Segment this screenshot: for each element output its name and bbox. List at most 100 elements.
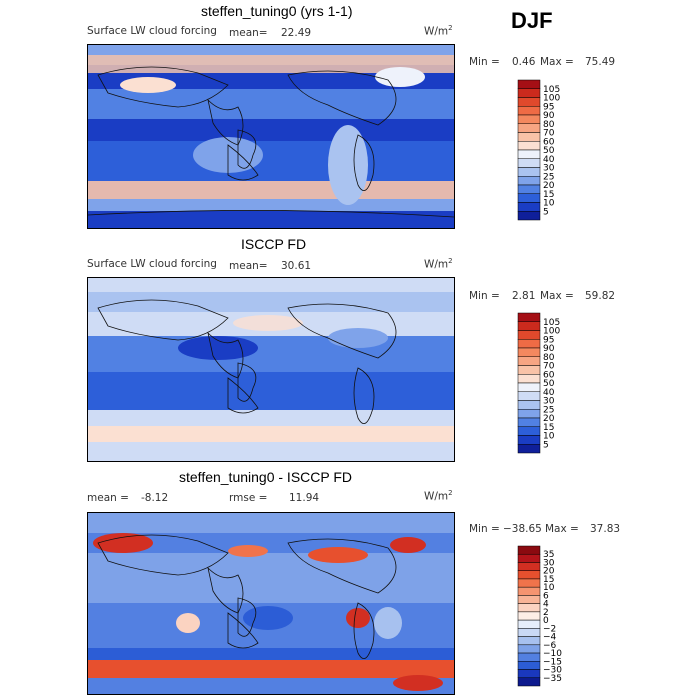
panel1-colorbar: 105 100 95 90 80 70 60 50 40 30 25 20 15 10 5	[517, 79, 578, 225]
panel3-mean-value: -8.12	[141, 492, 169, 504]
colorbar-swatch	[517, 347, 541, 357]
colorbar-tick-label: −35	[543, 674, 562, 684]
colorbar-swatch	[517, 79, 541, 89]
panel3-map	[87, 512, 455, 695]
colorbar-swatch	[517, 330, 541, 340]
panel3-rmse-label: rmse =	[229, 492, 268, 504]
panel3-colorbar: 35 30 20 15 10 6 4 2 0 −2 −4 −6 −10 −15 −30 −35	[517, 545, 578, 691]
colorbar-tick-label: 90	[543, 344, 555, 354]
colorbar-tick-label: 90	[543, 111, 555, 121]
colorbar-tick-label: 30	[543, 397, 555, 407]
colorbar-swatch	[517, 619, 541, 629]
colorbar-swatch	[517, 365, 541, 375]
colorbar-tick-label: 70	[543, 129, 555, 139]
colorbar-swatch	[517, 114, 541, 124]
panel3-map-svg	[88, 513, 454, 694]
colorbar-tick-label: 105	[543, 318, 560, 328]
colorbar-tick-label: 10	[543, 583, 555, 593]
colorbar-tick-label: 100	[543, 327, 560, 337]
colorbar-tick-label: 50	[543, 379, 555, 389]
colorbar-tick-label: 95	[543, 335, 554, 345]
colorbar-tick-label: 60	[543, 370, 555, 380]
colorbar-swatch	[517, 562, 541, 571]
colorbar-tick-label: 15	[543, 190, 554, 200]
colorbar-tick-label: −4	[543, 633, 557, 643]
colorbar-swatch	[517, 391, 541, 401]
panel2-min-label: Min =	[469, 290, 500, 302]
colorbar-swatch	[517, 149, 541, 159]
colorbar-tick-label: −2	[543, 624, 556, 634]
colorbar-swatch	[517, 106, 541, 116]
panel2-mean-label: mean=	[229, 260, 268, 272]
panel3-min-value: −38.65	[503, 523, 542, 535]
colorbar-tick-label: 35	[543, 550, 554, 560]
panel1-units: W/m2	[424, 24, 453, 38]
colorbar-tick-label: 105	[543, 85, 560, 95]
colorbar-tick-label: 15	[543, 575, 554, 585]
panel2-min-value: 2.81	[512, 290, 536, 302]
colorbar-swatch	[517, 184, 541, 194]
colorbar-swatch	[517, 312, 541, 322]
colorbar-tick-label: −15	[543, 657, 562, 667]
colorbar-tick-label: 100	[543, 94, 560, 104]
colorbar-tick-label: 80	[543, 120, 555, 130]
colorbar-tick-label: 60	[543, 137, 555, 147]
colorbar-tick-label: 10	[543, 199, 555, 209]
colorbar-swatch	[517, 603, 541, 613]
panel1-max-value: 75.49	[585, 56, 616, 68]
colorbar-swatch	[517, 652, 541, 662]
colorbar-swatch	[517, 586, 541, 596]
panel3-max-value: 37.83	[590, 523, 621, 535]
colorbar-swatch	[517, 167, 541, 177]
colorbar-swatch	[517, 426, 541, 436]
colorbar-swatch	[517, 400, 541, 410]
colorbar-swatch	[517, 88, 541, 98]
colorbar-swatch	[517, 141, 541, 151]
panel1-mean-label: mean=	[229, 27, 268, 39]
colorbar-tick-label: −6	[543, 641, 557, 651]
colorbar-tick-label: 70	[543, 362, 555, 372]
colorbar-tick-label: 95	[543, 102, 554, 112]
colorbar-tick-label: 20	[543, 181, 555, 191]
panel1-min-value: 0.46	[512, 56, 536, 68]
panel3-units: W/m2	[424, 489, 453, 503]
colorbar-tick-label: 6	[543, 591, 549, 601]
colorbar-tick-label: 0	[543, 616, 549, 626]
colorbar-swatch	[517, 176, 541, 186]
colorbar-tick-label: 2	[543, 608, 549, 618]
colorbar-swatch	[517, 211, 541, 221]
colorbar-swatch	[517, 132, 541, 142]
panel2-units: W/m2	[424, 257, 453, 271]
colorbar-tick-label: 20	[543, 414, 555, 424]
colorbar-swatch	[517, 97, 541, 107]
colorbar-swatch	[517, 158, 541, 168]
colorbar-tick-label: 40	[543, 388, 555, 398]
season-label: DJF	[511, 8, 553, 33]
panel2-max-value: 59.82	[585, 290, 616, 302]
colorbar-tick-label: 5	[543, 440, 549, 450]
colorbar-swatch	[517, 193, 541, 203]
panel1-variable: Surface LW cloud forcing	[87, 25, 217, 37]
colorbar-swatch	[517, 570, 541, 580]
colorbar-tick-label: 30	[543, 558, 555, 568]
colorbar-tick-label: 40	[543, 155, 555, 165]
panel3-title: steffen_tuning0 - ISCCP FD	[179, 469, 353, 485]
colorbar-swatch	[517, 321, 541, 331]
panel1-map-svg	[88, 45, 454, 228]
panel2-map	[87, 277, 455, 462]
colorbar-swatch	[517, 578, 541, 588]
colorbar-swatch	[517, 123, 541, 133]
colorbar-tick-label: 30	[543, 164, 555, 174]
panel3-rmse-value: 11.94	[289, 492, 320, 504]
colorbar-tick-label: 25	[543, 405, 554, 415]
colorbar-swatch	[517, 669, 541, 679]
colorbar-swatch	[517, 644, 541, 654]
panel2-max-label: Max =	[540, 290, 574, 302]
colorbar-tick-label: 25	[543, 172, 554, 182]
panel1-max-label: Max =	[540, 56, 574, 68]
colorbar-tick-label: 5	[543, 207, 549, 217]
colorbar-swatch	[517, 417, 541, 427]
colorbar-swatch	[517, 661, 541, 670]
panel2-mean-value: 30.61	[281, 260, 312, 272]
panel1-title: steffen_tuning0 (yrs 1-1)	[201, 3, 353, 19]
